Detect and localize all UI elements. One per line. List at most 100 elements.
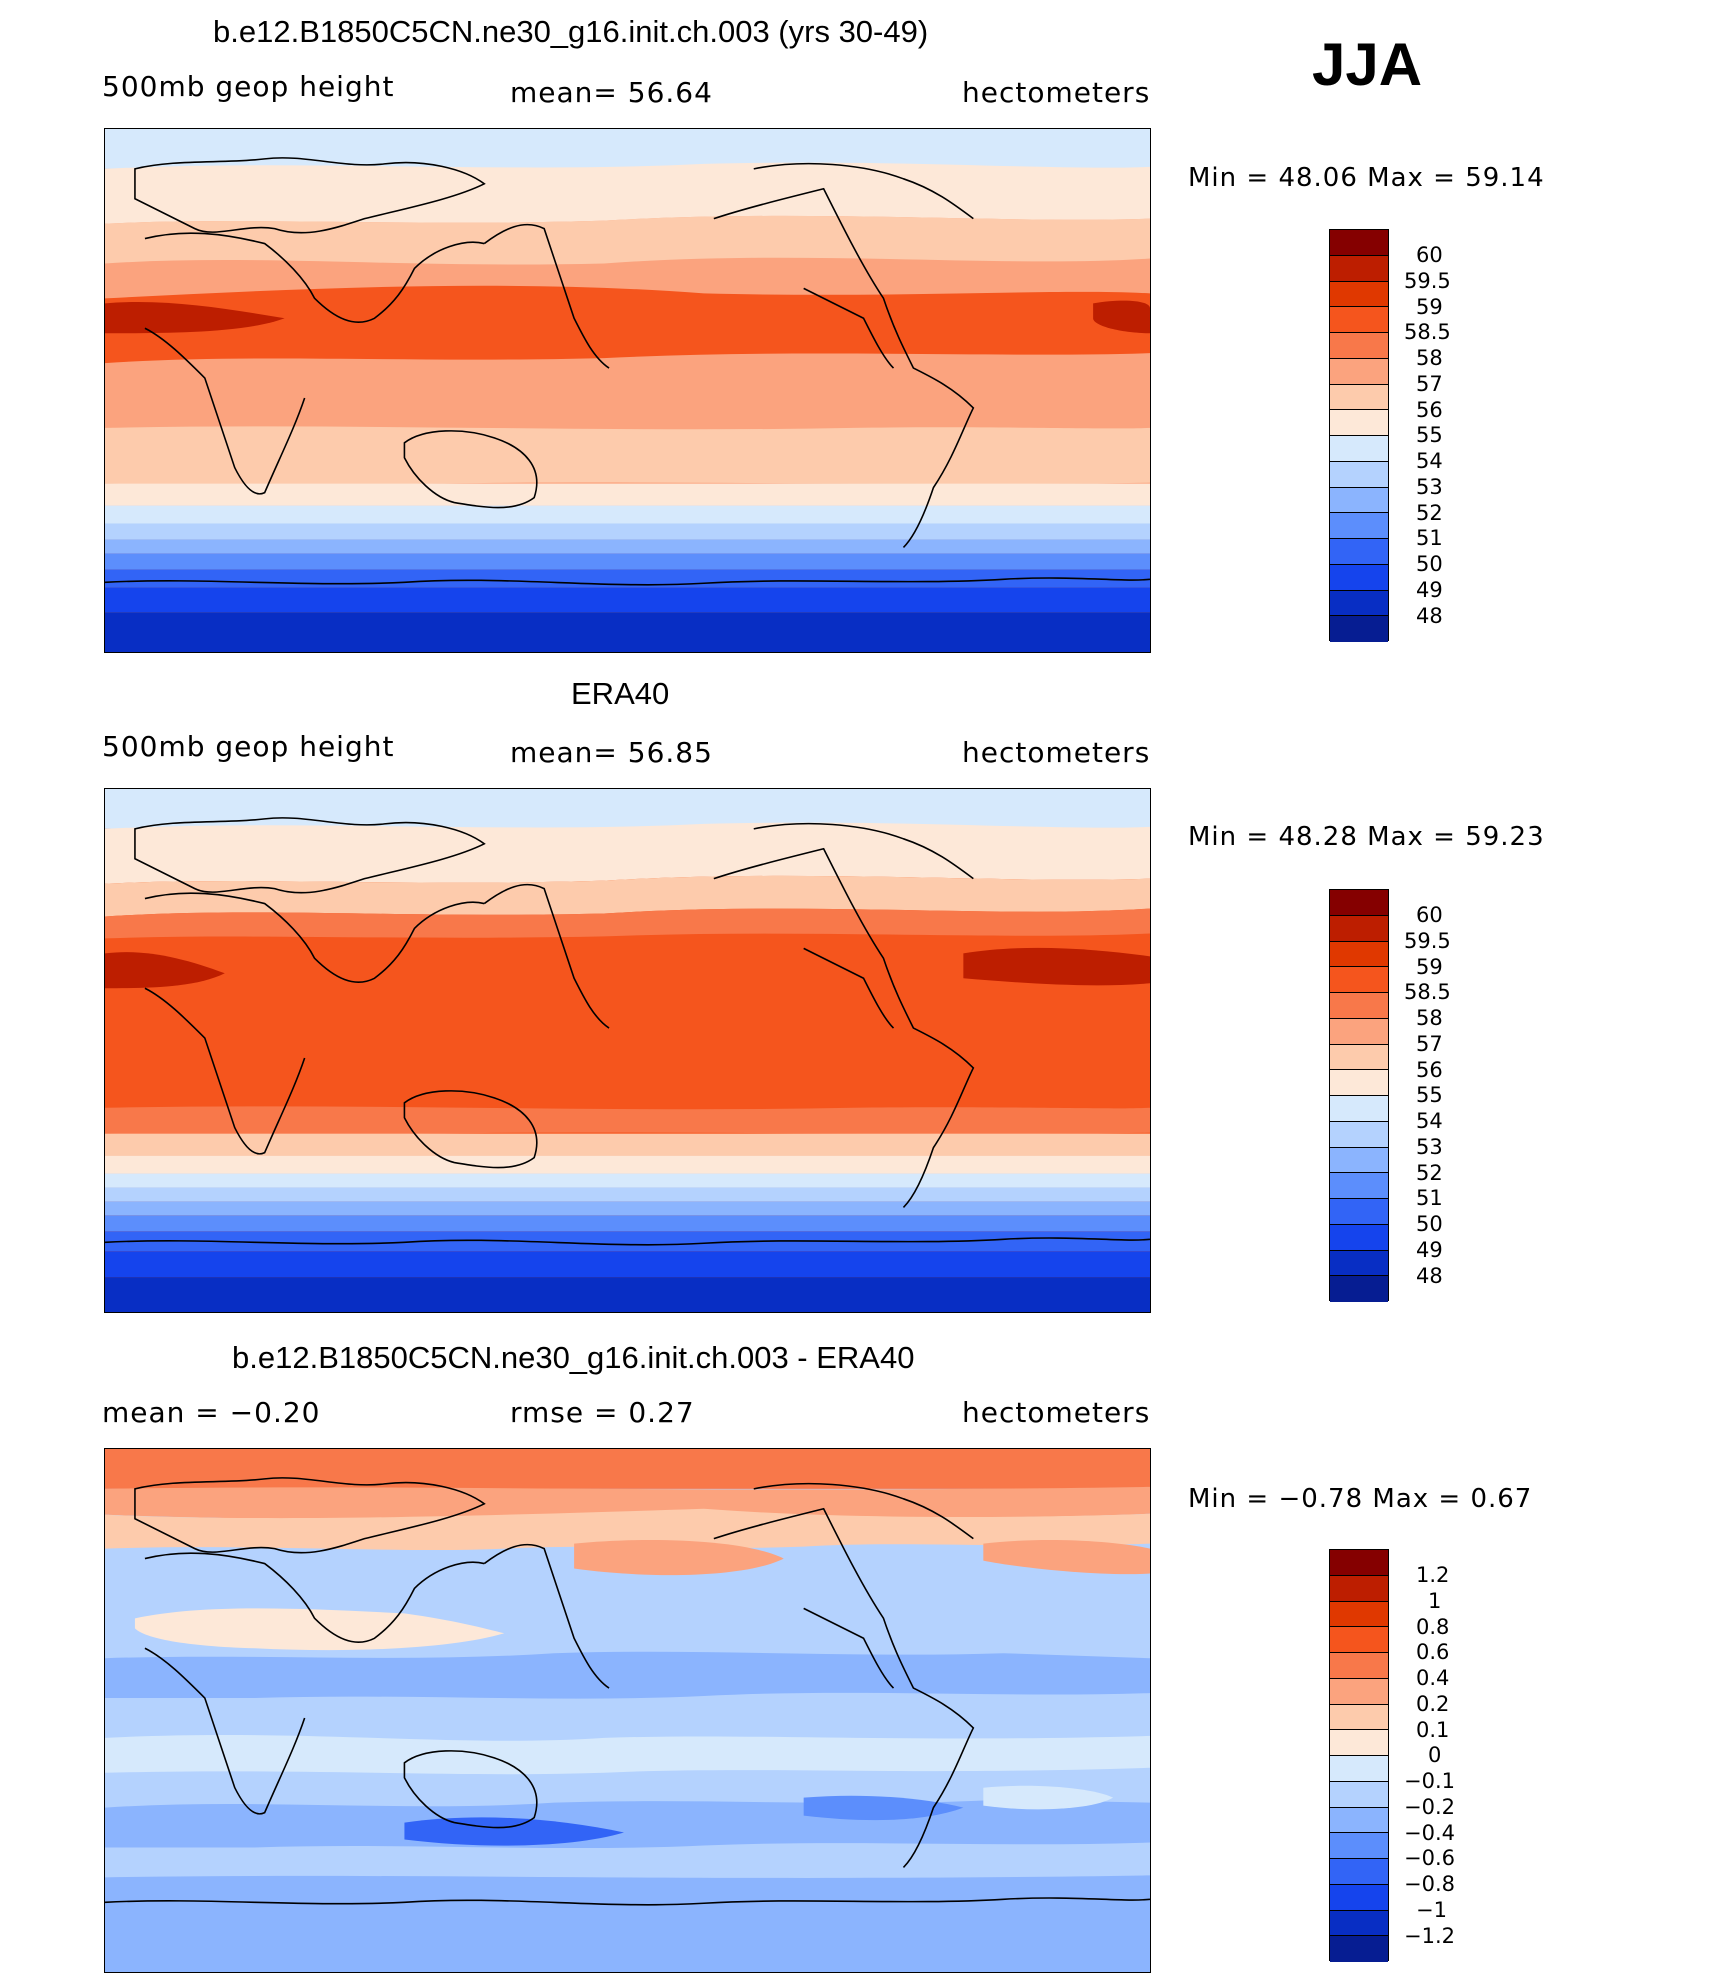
- panel2-colorbar-swatch: [1330, 941, 1388, 968]
- panel2-colorbar-swatch: [1330, 890, 1388, 916]
- panel1-variable: 500mb geop height: [102, 70, 395, 103]
- panel2-colorbar-tick: 50: [1416, 1212, 1443, 1236]
- panel3-colorbar-tick: 0.2: [1416, 1692, 1450, 1716]
- panel3-colorbar-tick: −1.2: [1404, 1924, 1455, 1948]
- panel2-colorbar-tick: 58: [1416, 1006, 1443, 1030]
- panel1-colorbar-swatch: [1330, 307, 1388, 333]
- panel1-colorbar-tick: 59: [1416, 295, 1443, 319]
- panel2-colorbar-swatch: [1330, 993, 1388, 1019]
- panel1-map: [104, 128, 1151, 653]
- panel2-colorbar-tick: 56: [1416, 1058, 1443, 1082]
- panel2-mean: mean= 56.85: [510, 736, 713, 769]
- panel1-colorbar-swatch: [1330, 513, 1388, 539]
- panel3-rmse: rmse = 0.27: [510, 1396, 695, 1429]
- panel1-title: b.e12.B1850C5CN.ne30_g16.init.ch.003 (yr…: [213, 14, 929, 49]
- panel1-units: hectometers: [962, 76, 1151, 109]
- panel3-colorbar-tick: 0.6: [1416, 1640, 1450, 1664]
- panel3-units: hectometers: [962, 1396, 1151, 1429]
- panel3-colorbar-tick: 0.8: [1416, 1615, 1450, 1639]
- panel3-colorbar-swatch: [1330, 1627, 1388, 1653]
- panel1-colorbar: [1329, 229, 1389, 642]
- panel1-mean: mean= 56.64: [510, 76, 713, 109]
- panel1-colorbar-tick: 51: [1416, 526, 1443, 550]
- panel1-colorbar-swatch: [1330, 487, 1388, 514]
- panel3-colorbar-swatch: [1330, 1575, 1388, 1602]
- panel1-colorbar-tick: 55: [1416, 423, 1443, 447]
- panel3-colorbar-swatch: [1330, 1859, 1388, 1885]
- panel1-colorbar-swatch: [1330, 616, 1388, 642]
- panel1-colorbar-swatch: [1330, 255, 1388, 282]
- panel2-colorbar-tick: 52: [1416, 1161, 1443, 1185]
- panel3-colorbar-tick: 0: [1428, 1743, 1442, 1767]
- panel2-colorbar-tick: 49: [1416, 1238, 1443, 1262]
- panel1-colorbar-tick: 49: [1416, 578, 1443, 602]
- panel2-colorbar-swatch: [1330, 1147, 1388, 1174]
- panel2-colorbar-swatch: [1330, 915, 1388, 942]
- panel1-colorbar-swatch: [1330, 281, 1388, 308]
- panel1-colorbar-tick: 52: [1416, 501, 1443, 525]
- panel1-colorbar-tick: 53: [1416, 475, 1443, 499]
- panel2-colorbar-tick: 51: [1416, 1186, 1443, 1210]
- panel1-colorbar-swatch: [1330, 590, 1388, 617]
- panel2-colorbar-tick: 53: [1416, 1135, 1443, 1159]
- panel3-colorbar-swatch: [1330, 1936, 1388, 1962]
- panel3-colorbar-swatch: [1330, 1704, 1388, 1731]
- panel3-colorbar-tick: 1: [1428, 1589, 1442, 1613]
- panel2-colorbar-swatch: [1330, 1250, 1388, 1277]
- panel3-colorbar-tick: −0.2: [1404, 1795, 1455, 1819]
- panel3-mean: mean = −0.20: [102, 1396, 321, 1429]
- panel2-colorbar-tick: 48: [1416, 1264, 1443, 1288]
- panel2-colorbar-tick: 59.5: [1404, 929, 1451, 953]
- panel2-colorbar: [1329, 889, 1389, 1302]
- panel3-minmax: Min = −0.78 Max = 0.67: [1188, 1484, 1533, 1514]
- panel3-colorbar-tick: 0.1: [1416, 1718, 1450, 1742]
- panel3-colorbar-swatch: [1330, 1550, 1388, 1576]
- panel1-colorbar-swatch: [1330, 358, 1388, 385]
- panel3-colorbar-swatch: [1330, 1781, 1388, 1808]
- panel3-colorbar-swatch: [1330, 1756, 1388, 1782]
- panel3-colorbar-swatch: [1330, 1730, 1388, 1756]
- panel3-colorbar-swatch: [1330, 1807, 1388, 1834]
- panel2-colorbar-swatch: [1330, 967, 1388, 993]
- panel2-title: ERA40: [571, 676, 670, 711]
- panel1-colorbar-swatch: [1330, 564, 1388, 591]
- panel1-colorbar-swatch: [1330, 539, 1388, 565]
- panel1-colorbar-swatch: [1330, 333, 1388, 359]
- panel1-colorbar-tick: 48: [1416, 604, 1443, 628]
- panel1-colorbar-tick: 59.5: [1404, 269, 1451, 293]
- season-label: JJA: [1312, 31, 1423, 98]
- panel1-colorbar-swatch: [1330, 230, 1388, 256]
- panel2-contour-field: [105, 789, 1150, 1312]
- panel1-minmax: Min = 48.06 Max = 59.14: [1188, 163, 1545, 193]
- panel1-colorbar-swatch: [1330, 436, 1388, 462]
- panel3-colorbar-tick: 1.2: [1416, 1563, 1450, 1587]
- panel3-colorbar-swatch: [1330, 1910, 1388, 1937]
- panel1-colorbar-swatch: [1330, 384, 1388, 411]
- panel2-map: [104, 788, 1151, 1313]
- panel1-colorbar-swatch: [1330, 410, 1388, 436]
- panel3-colorbar-swatch: [1330, 1833, 1388, 1859]
- panel2-colorbar-swatch: [1330, 1096, 1388, 1122]
- panel2-colorbar-swatch: [1330, 1070, 1388, 1096]
- panel3-colorbar-tick: −0.4: [1404, 1821, 1455, 1845]
- panel1-contour-field: [105, 129, 1150, 652]
- panel2-colorbar-swatch: [1330, 1276, 1388, 1302]
- panel1-colorbar-tick: 57: [1416, 372, 1443, 396]
- panel3-title: b.e12.B1850C5CN.ne30_g16.init.ch.003 - E…: [232, 1340, 915, 1375]
- panel3-colorbar-swatch: [1330, 1884, 1388, 1911]
- panel1-colorbar-tick: 58.5: [1404, 320, 1451, 344]
- panel1-colorbar-tick: 54: [1416, 449, 1443, 473]
- panel3-colorbar-swatch: [1330, 1653, 1388, 1679]
- panel1-colorbar-swatch: [1330, 461, 1388, 488]
- panel1-colorbar-tick: 50: [1416, 552, 1443, 576]
- panel2-colorbar-tick: 60: [1416, 903, 1443, 927]
- panel3-map: [104, 1448, 1151, 1973]
- panel3-colorbar-tick: −1: [1416, 1898, 1447, 1922]
- panel3-colorbar-tick: −0.6: [1404, 1846, 1455, 1870]
- panel2-colorbar-tick: 59: [1416, 955, 1443, 979]
- panel3-colorbar-tick: 0.4: [1416, 1666, 1450, 1690]
- panel2-colorbar-tick: 54: [1416, 1109, 1443, 1133]
- panel3-colorbar-tick: −0.8: [1404, 1872, 1455, 1896]
- panel2-colorbar-tick: 58.5: [1404, 980, 1451, 1004]
- panel2-colorbar-swatch: [1330, 1044, 1388, 1071]
